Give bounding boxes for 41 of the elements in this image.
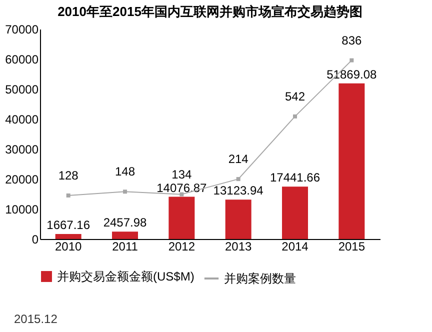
x-tick-label: 2012 — [168, 240, 196, 254]
x-tick-label: 2015 — [338, 240, 366, 254]
data-label: 2457.98 — [103, 216, 148, 230]
x-tick-label: 2011 — [112, 240, 138, 254]
y-tick-label: 50000 — [5, 82, 39, 96]
y-tick-label: 0 — [32, 232, 39, 246]
text: 2015.12 — [14, 312, 58, 326]
bar — [338, 83, 365, 239]
legend-label: 并购交易金额金额(US$M) — [57, 270, 194, 284]
x-tick-label: 2013 — [224, 240, 252, 254]
point — [236, 177, 240, 182]
bar — [282, 186, 308, 239]
y-tick-label: 70000 — [5, 22, 39, 36]
x-tick-label: 2014 — [282, 240, 309, 254]
bar — [168, 196, 195, 239]
legend-label: 并购案例数量 — [224, 272, 296, 286]
point — [66, 193, 70, 198]
data-label: 17441.66 — [270, 170, 320, 185]
x-tick-label: 2010 — [54, 240, 82, 254]
point — [293, 114, 297, 118]
data-label: 134 — [172, 167, 192, 182]
data-label: 214 — [228, 152, 249, 166]
bar — [225, 200, 252, 239]
y-tick-label: 60000 — [5, 52, 39, 66]
data-label: 1667.16 — [46, 218, 90, 232]
data-label: 542 — [284, 89, 306, 104]
data-label: 51869.08 — [326, 67, 378, 82]
bar — [112, 232, 138, 239]
y-tick-label: 30000 — [5, 142, 39, 156]
point — [123, 190, 127, 194]
y-tick-label: 10000 — [5, 202, 39, 216]
y-tick-label: 40000 — [5, 112, 39, 126]
bar — [55, 234, 82, 239]
data-label: 148 — [114, 164, 136, 179]
data-label: 128 — [58, 168, 79, 182]
data-label: 14076.87 — [156, 180, 208, 195]
chart-title: 2010年至2015年国内互联网并购市场宣布交易趋势图 — [58, 4, 362, 19]
y-tick-label: 20000 — [5, 172, 39, 186]
data-label: 13123.94 — [213, 184, 264, 198]
point — [350, 58, 354, 62]
data-label: 836 — [342, 33, 362, 48]
